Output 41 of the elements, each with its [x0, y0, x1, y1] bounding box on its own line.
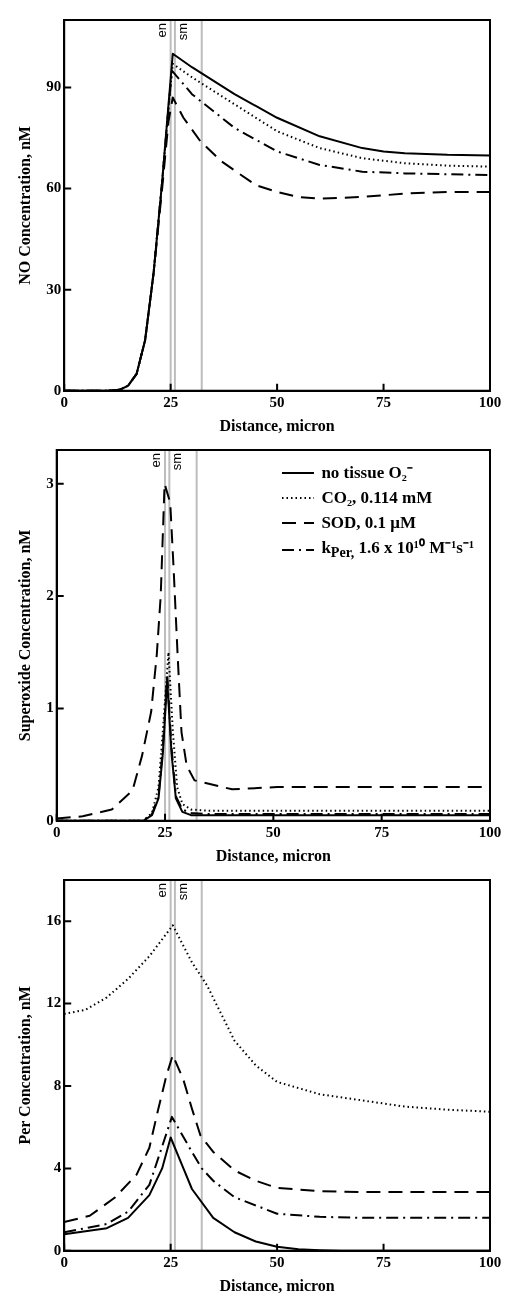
x-axis-title: Distance, micron: [219, 416, 335, 434]
legend-label: CO₂, 0.114 mM: [321, 487, 433, 509]
legend-label: k$_{Per,}$ 1.6 x 10¹⁰ M⁻¹s⁻¹: [321, 537, 474, 563]
x-tick-label: 75: [376, 1253, 392, 1270]
ref-line-label: sm: [174, 883, 190, 901]
ref-line-label: en: [148, 453, 164, 468]
y-tick-label: 1: [46, 699, 54, 716]
y-tick-label: 0: [53, 1241, 62, 1258]
y-axis-title: NO Concentration, nM: [15, 126, 33, 285]
y-tick-label: 0: [46, 811, 54, 828]
y-tick-label: 4: [53, 1159, 62, 1176]
x-tick-label: 100: [478, 1253, 502, 1270]
y-tick-label: 8: [53, 1076, 62, 1093]
x-tick-label: 25: [157, 823, 173, 840]
ref-line-label: sm: [174, 23, 190, 41]
x-tick-label: 50: [269, 1253, 285, 1270]
y-axis-title: Per Concentration, nM: [15, 986, 33, 1145]
y-tick-label: 90: [46, 78, 62, 95]
y-tick-label: 16: [46, 912, 62, 929]
y-tick-label: 0: [53, 381, 62, 398]
x-tick-label: 50: [265, 823, 281, 840]
x-tick-label: 100: [478, 823, 502, 840]
y-tick-label: 2: [46, 586, 54, 603]
ref-line-label: en: [153, 883, 169, 898]
y-tick-label: 3: [46, 474, 54, 491]
legend-label: no tissue O₂⁻: [321, 462, 413, 484]
x-tick-label: 100: [478, 393, 502, 410]
legend-label: SOD, 0.1 μM: [321, 512, 417, 534]
y-tick-label: 12: [46, 994, 62, 1011]
x-axis-title: Distance, micron: [215, 846, 332, 864]
x-tick-label: 75: [374, 823, 390, 840]
x-axis-title: Distance, micron: [219, 1276, 335, 1294]
x-tick-label: 50: [269, 393, 285, 410]
y-axis-title: Superoxide Concentration, nM: [15, 529, 34, 742]
ref-line-label: en: [153, 23, 169, 38]
x-tick-label: 75: [376, 393, 392, 410]
y-tick-label: 30: [46, 280, 62, 297]
y-tick-label: 60: [46, 179, 62, 196]
x-tick-label: 25: [163, 393, 179, 410]
ref-line-label: sm: [169, 453, 185, 471]
x-tick-label: 25: [163, 1253, 179, 1270]
